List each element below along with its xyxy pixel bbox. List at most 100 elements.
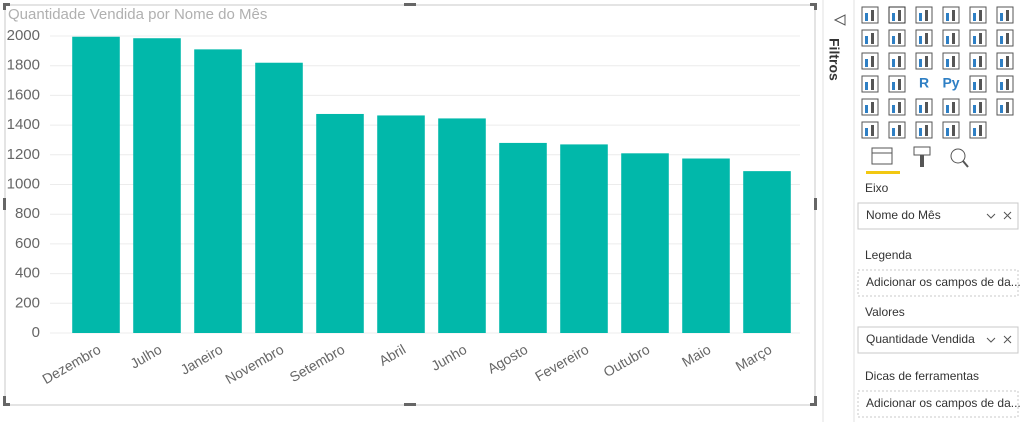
bar[interactable] — [621, 153, 669, 333]
field-well[interactable] — [857, 202, 1019, 230]
visual-icon[interactable] — [888, 121, 906, 139]
icon-detail — [898, 10, 901, 21]
icon-detail — [892, 59, 895, 67]
bar[interactable] — [438, 118, 486, 333]
filters-strip[interactable] — [824, 0, 854, 422]
visual-icon[interactable] — [888, 75, 906, 93]
visual-icon[interactable] — [969, 121, 987, 139]
icon-box — [969, 75, 987, 93]
icon-detail — [946, 36, 949, 44]
icon-detail — [1006, 33, 1009, 44]
fields-tab[interactable] — [871, 147, 893, 165]
y-tick-label: 800 — [15, 205, 40, 222]
field-value[interactable]: Nome do Mês — [866, 208, 941, 222]
dropdown-icon[interactable] — [986, 213, 996, 219]
visual-icon[interactable] — [888, 98, 906, 116]
visual-icon[interactable] — [942, 6, 960, 24]
bar[interactable] — [499, 142, 547, 333]
bar[interactable] — [194, 49, 242, 334]
visual-icon[interactable] — [942, 98, 960, 116]
bar[interactable] — [316, 113, 364, 334]
visual-icon[interactable] — [969, 6, 987, 24]
visual-icon[interactable] — [942, 52, 960, 70]
visual-icon-label[interactable]: Py — [942, 75, 959, 91]
bar[interactable] — [682, 158, 730, 333]
visual-icon[interactable] — [996, 29, 1014, 47]
visual-icon[interactable] — [861, 121, 879, 139]
icon-detail — [919, 36, 922, 44]
icon-detail — [898, 125, 901, 136]
icon-detail — [952, 10, 955, 21]
visual-icon[interactable] — [942, 121, 960, 139]
field-value[interactable]: Quantidade Vendida — [866, 332, 975, 346]
bar[interactable] — [255, 62, 303, 333]
field-well[interactable] — [857, 390, 1019, 418]
bar[interactable] — [377, 115, 425, 333]
analytics-tab[interactable] — [950, 148, 966, 164]
fields-pane: Eixo Nome do Mês Legenda Adicionar os campo… — [857, 181, 1021, 418]
visual-icon[interactable] — [888, 29, 906, 47]
icon-detail — [871, 125, 874, 136]
icon-box — [996, 98, 1014, 116]
y-tick-label: 600 — [15, 235, 40, 252]
visual-icon[interactable] — [861, 75, 879, 93]
filters-label[interactable]: Filtros — [826, 38, 842, 81]
visual-icon[interactable] — [861, 29, 879, 47]
icon-box — [888, 121, 906, 139]
visual-icon[interactable] — [888, 6, 906, 24]
visual-icon[interactable] — [915, 6, 933, 24]
visual-icon[interactable] — [915, 121, 933, 139]
visual-icon[interactable] — [969, 29, 987, 47]
visual-icon[interactable] — [861, 98, 879, 116]
format-tab[interactable] — [913, 146, 931, 156]
bar[interactable] — [743, 171, 791, 333]
icon-detail — [919, 128, 922, 136]
field-value[interactable]: Adicionar os campos de da... — [866, 275, 1021, 289]
visual-icon[interactable] — [996, 6, 1014, 24]
visual-icon[interactable] — [969, 98, 987, 116]
bar[interactable] — [560, 144, 608, 333]
visual-icon[interactable] — [861, 6, 879, 24]
icon-box — [888, 6, 906, 24]
visual-icon[interactable] — [996, 52, 1014, 70]
icon-detail — [1000, 36, 1003, 44]
icon-detail — [946, 128, 949, 136]
icon-box — [915, 29, 933, 47]
visual-icon[interactable] — [969, 52, 987, 70]
icon-detail — [892, 36, 895, 44]
well-label: Legenda — [865, 248, 912, 262]
visual-icon[interactable] — [915, 52, 933, 70]
collapse-icon[interactable] — [833, 14, 846, 26]
icon-detail — [979, 10, 982, 21]
icon-detail — [892, 128, 895, 136]
icon-detail — [973, 59, 976, 67]
icon-detail — [898, 79, 901, 90]
visual-icon[interactable] — [915, 98, 933, 116]
remove-icon[interactable] — [1003, 335, 1012, 344]
bar[interactable] — [133, 38, 181, 333]
icon-detail — [865, 82, 868, 90]
visual-icon[interactable] — [888, 52, 906, 70]
icon-box — [861, 98, 879, 116]
icon-box — [969, 98, 987, 116]
y-tick-label: 1800 — [7, 57, 40, 74]
icon-detail — [865, 13, 868, 21]
visual-icon-label[interactable]: R — [919, 75, 929, 91]
field-well[interactable] — [857, 326, 1019, 354]
icon-detail — [925, 125, 928, 136]
visual-icon[interactable] — [969, 75, 987, 93]
icon-box — [861, 52, 879, 70]
visual-icon[interactable] — [861, 52, 879, 70]
field-well[interactable] — [857, 269, 1019, 297]
icon-detail — [865, 59, 868, 67]
icon-detail — [871, 33, 874, 44]
icon-box — [942, 121, 960, 139]
bar[interactable] — [72, 36, 120, 334]
dropdown-icon[interactable] — [986, 337, 996, 343]
visual-icon[interactable] — [915, 29, 933, 47]
visual-icon[interactable] — [942, 29, 960, 47]
remove-icon[interactable] — [1003, 211, 1012, 220]
visual-icon[interactable] — [996, 98, 1014, 116]
visual-icon[interactable] — [996, 75, 1014, 93]
field-value[interactable]: Adicionar os campos de da... — [866, 396, 1021, 410]
